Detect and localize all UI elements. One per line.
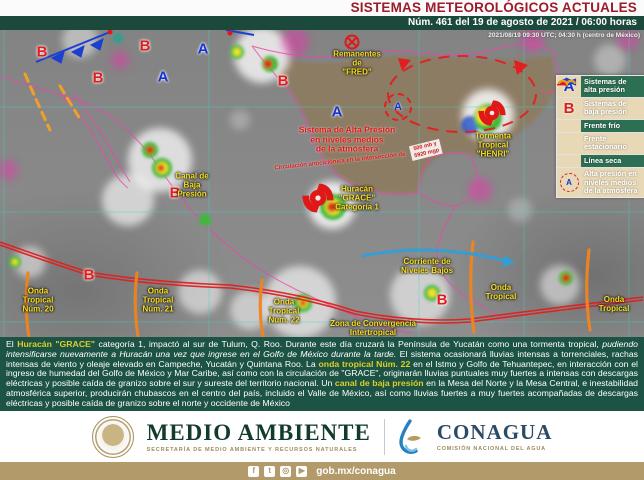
summary-highlight-wave22: onda tropical Núm. 22	[318, 358, 411, 369]
label-tropical-wave-21: Onda Tropical Núm. 21	[142, 286, 174, 314]
high-pressure-letter: A	[197, 40, 209, 58]
low-level-current-arrow	[361, 248, 515, 268]
summary-text: en el Istmo y Golfo de Tehuantepec, en i…	[6, 358, 638, 389]
summary-text: El	[6, 339, 18, 349]
label-fred-remnants: Remanentes de "FRED"	[333, 49, 381, 77]
footer: MEDIO AMBIENTE SECRETARÍA DE MEDIO AMBIE…	[0, 411, 644, 462]
low-pressure-letter: B	[92, 69, 104, 87]
low-pressure-letter: B	[277, 72, 289, 90]
legend-row-low-pressure: B Sistemas de baja presión	[557, 97, 644, 120]
legend-row-mid-level-high: A Alta presión en niveles medios de la a…	[557, 168, 644, 198]
summary-highlight-grace: Huracán "GRACE"	[17, 339, 96, 349]
legend-label: Sistemas de baja presión	[581, 97, 644, 119]
conagua-block: CONAGUA COMISIÓN NACIONAL DEL AGUA	[436, 419, 553, 452]
high-pressure-letter: A	[331, 103, 343, 121]
low-pressure-letter: B	[436, 291, 448, 309]
label-storm-henri: Tormenta Tropical "HENRI"	[475, 131, 511, 159]
semarnat-seal-logo	[91, 415, 134, 458]
label-tropical-wave-22: Onda Tropical Núm. 22	[268, 297, 300, 325]
legend-row-stationary-front: Frente estacionario	[557, 77, 644, 155]
low-pressure-letter: B	[139, 37, 151, 55]
map-graphics	[0, 30, 644, 337]
label-tropical-wave-20: Onda Tropical Núm. 20	[22, 286, 54, 314]
label-low-level-current: Corriente de Niveles Bajos	[400, 257, 454, 275]
label-mid-level-high-system: Sistema de Alta Presión en niveles medio…	[298, 124, 396, 154]
conagua-drop-logo	[399, 418, 421, 454]
dry-line	[23, 72, 82, 132]
legend-label: Alta presión en niveles medios de la atm…	[581, 168, 644, 198]
legend-row-dry-line: Línea seca	[557, 79, 644, 169]
mid-level-high-symbol: A	[384, 93, 412, 121]
fred-remnant-icon	[344, 34, 360, 50]
cold-front-icon	[557, 77, 581, 132]
legend-label: Línea seca	[581, 154, 644, 168]
low-pressure-letter: B	[83, 266, 95, 284]
cold-front	[35, 30, 255, 64]
legend-row-cold-front: Frente frío	[557, 77, 644, 133]
stationary-front-icon	[557, 77, 581, 154]
youtube-icon[interactable]: ▶	[296, 465, 308, 477]
dry-line-icon	[557, 79, 581, 168]
summary-text: en la Mesa del Norte y la Mesa Central, …	[6, 378, 638, 408]
map-legend: A Sistemas de alta presión B Sistemas de…	[556, 75, 644, 199]
conagua-url-link[interactable]: gob.mx/conagua	[316, 465, 396, 477]
stationary-front-itcz	[0, 241, 644, 324]
legend-label: Sistemas de alta presión	[581, 76, 644, 97]
low-pressure-icon: B	[557, 97, 581, 119]
facebook-icon[interactable]: f	[248, 465, 260, 477]
label-hurricane-grace: Huracán "GRACE" Categoría 1	[335, 184, 379, 212]
twitter-icon[interactable]: t	[264, 465, 276, 477]
label-tropical-wave: Onda Tropical	[598, 295, 630, 313]
conagua-title: CONAGUA	[436, 419, 553, 444]
footer-divider	[383, 418, 385, 455]
high-pressure-letter: A	[157, 68, 169, 86]
label-low-pressure-channel: Canal de Baja Presión	[175, 171, 209, 199]
mid-level-high-icon: A	[557, 168, 581, 198]
instagram-icon[interactable]: ◎	[280, 465, 292, 477]
summary-text: categoría 1, impactó al sur de Tulum, Q.…	[95, 339, 603, 349]
footer-gold-band: f t ◎ ▶ gob.mx/conagua	[0, 462, 644, 480]
summary-text: El sistema ocasionará lluvias intensas a…	[6, 348, 638, 369]
anticyclonic-circulation	[387, 55, 537, 133]
medio-ambiente-title: MEDIO AMBIENTE	[146, 419, 371, 445]
legend-label: Frente frío	[581, 119, 644, 132]
label-itcz: Zona de Convergencia Intertropical	[330, 319, 416, 337]
semarnat-block: MEDIO AMBIENTE SECRETARÍA DE MEDIO AMBIE…	[147, 421, 371, 453]
gulf-of-mexico-region	[258, 52, 556, 194]
satellite-map: 2021/08/19 09:30 UTC; 04:30 h (centro de…	[0, 30, 644, 337]
low-pressure-letter: B	[36, 43, 48, 61]
label-tropical-wave: Onda Tropical	[485, 283, 517, 301]
page-title: SISTEMAS METEOROLÓGICOS ACTUALES	[0, 0, 644, 16]
tropical-wave-axes	[24, 240, 592, 337]
medio-ambiente-subtitle: SECRETARÍA DE MEDIO AMBIENTE Y RECURSOS …	[146, 446, 358, 453]
summary-highlight-channel: canal de baja presión	[334, 378, 424, 389]
bulletin-number: Núm. 461 del 19 de agosto de 2021 / 06:0…	[0, 16, 644, 30]
satellite-timestamp: 2021/08/19 09:30 UTC; 04:30 h (centro de…	[488, 32, 640, 39]
low-pressure-letter: B	[169, 184, 181, 202]
legend-row-high-pressure: A Sistemas de alta presión	[557, 76, 644, 98]
conagua-subtitle: COMISIÓN NACIONAL DEL AGUA	[436, 445, 546, 452]
legend-label: Frente estacionario	[581, 132, 644, 154]
summary-italic: pudiendo intensificarse nuevamente a Hur…	[6, 339, 638, 359]
forecast-summary: El Huracán "GRACE" categoría 1, impactó …	[0, 337, 644, 411]
